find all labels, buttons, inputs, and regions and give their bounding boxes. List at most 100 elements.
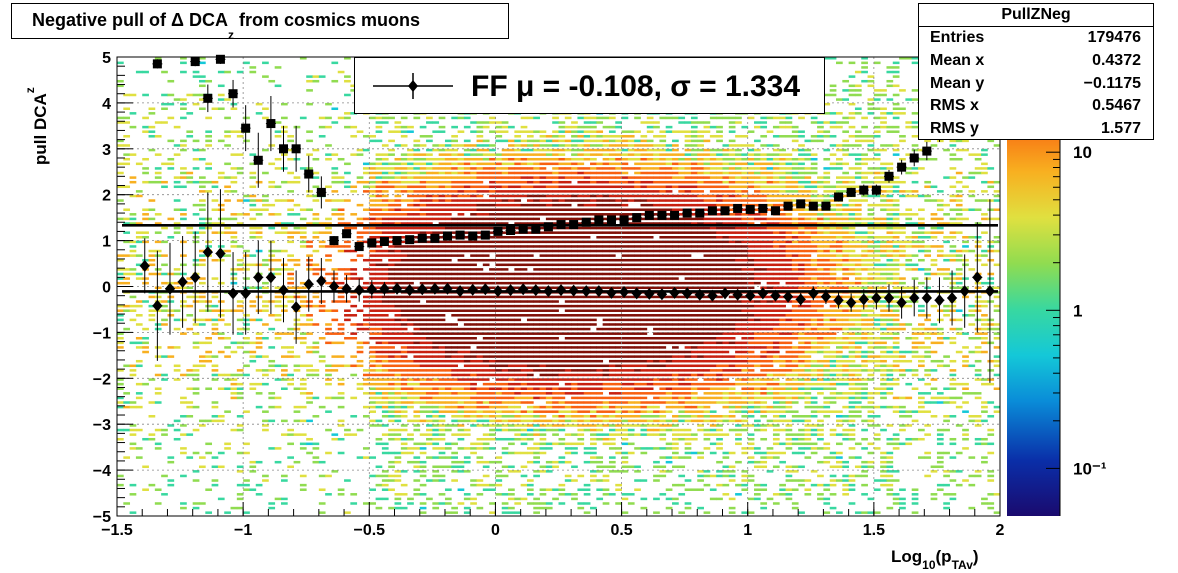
heatmap-cell (501, 295, 509, 299)
heatmap-cell (463, 506, 471, 510)
heatmap-cell (438, 268, 446, 271)
heatmap-cell (653, 327, 660, 331)
heatmap-cell (495, 162, 503, 166)
heatmap-cell (495, 121, 503, 124)
heatmap-cell (526, 493, 534, 496)
heatmap-cell (413, 470, 421, 473)
heatmap-cell (306, 346, 313, 349)
heatmap-cell (533, 470, 540, 473)
heatmap-cell (659, 447, 667, 450)
heatmap-cell (577, 369, 585, 372)
heatmap-cell (520, 437, 528, 441)
heatmap-cell (161, 355, 168, 358)
heatmap-cell (117, 346, 124, 349)
heatmap-cell (154, 176, 162, 179)
heatmap-cell (463, 332, 471, 335)
heatmap-cell (331, 61, 339, 65)
heatmap-cell (590, 240, 597, 244)
heatmap-cell (583, 323, 591, 326)
heatmap-cell (653, 167, 660, 170)
heatmap-cell (596, 460, 604, 464)
heatmap-cell (608, 346, 616, 349)
heatmap-cell (148, 309, 156, 312)
heatmap-cell (211, 318, 219, 322)
heatmap-cell (489, 116, 496, 120)
heatmap-cell (407, 396, 414, 400)
heatmap-cell (659, 456, 667, 459)
heatmap-cell (167, 157, 175, 161)
heatmap-cell (255, 309, 263, 312)
heatmap-cell (552, 336, 559, 340)
heatmap-cell (520, 474, 528, 478)
heatmap-cell (117, 405, 124, 409)
heatmap-cell (646, 171, 654, 175)
heatmap-cell (552, 415, 559, 418)
heatmap-cell (489, 309, 496, 312)
heatmap-cell (615, 405, 622, 409)
heatmap-cell (634, 222, 641, 225)
heatmap-cell (407, 318, 414, 322)
heatmap-cell (571, 314, 578, 317)
heatmap-cell (299, 378, 307, 381)
heatmap-cell (375, 336, 383, 340)
heatmap-cell (564, 419, 572, 423)
heatmap-cell (444, 240, 452, 244)
heatmap-cell (438, 272, 446, 276)
heatmap-cell (444, 295, 452, 299)
heatmap-cell (350, 502, 358, 505)
heatmap-cell (602, 226, 610, 230)
heatmap-cell (230, 176, 238, 179)
heatmap-cell (388, 148, 395, 152)
heatmap-cell (211, 364, 219, 368)
heatmap-cell (287, 378, 294, 381)
heatmap-cell (558, 190, 566, 193)
heatmap-cell (274, 497, 282, 501)
heatmap-cell (426, 277, 433, 280)
heatmap-cell (148, 208, 156, 211)
heatmap-cell (318, 474, 326, 478)
heatmap-cell (381, 451, 389, 455)
heatmap-cell (463, 497, 471, 501)
heatmap-cell (596, 424, 604, 427)
heatmap-cell (318, 460, 326, 464)
heatmap-cell (596, 213, 604, 216)
heatmap-cell (451, 208, 458, 211)
heatmap-cell (476, 125, 484, 129)
heatmap-cell (482, 424, 490, 427)
heatmap-cell (608, 428, 616, 432)
heatmap-cell (224, 373, 231, 377)
heatmap-cell (180, 107, 187, 111)
heatmap-cell (457, 350, 465, 354)
heatmap-cell (520, 153, 528, 156)
heatmap-cell (482, 396, 490, 400)
heatmap-cell (482, 465, 490, 469)
heatmap-cell (142, 277, 149, 280)
heatmap-cell (117, 281, 124, 285)
heatmap-cell (180, 506, 187, 510)
heatmap-cell (489, 336, 496, 340)
heatmap-cell (571, 199, 578, 202)
heatmap-cell (564, 171, 572, 175)
heatmap-cell (659, 336, 667, 340)
heatmap-cell (508, 281, 515, 285)
heatmap-cell (533, 263, 540, 267)
heatmap-cell (564, 314, 572, 317)
heatmap-cell (590, 121, 597, 124)
heatmap-cell (520, 144, 528, 147)
heatmap-cell (186, 130, 194, 133)
heatmap-cell (394, 373, 402, 377)
heatmap-cell (444, 208, 452, 211)
heatmap-cell (552, 153, 559, 156)
heatmap-cell (167, 79, 175, 83)
heatmap-cell (476, 346, 484, 349)
heatmap-cell (539, 442, 547, 446)
heatmap-cell (451, 135, 458, 138)
heatmap-cell (577, 125, 585, 129)
heatmap-cell (640, 258, 648, 262)
heatmap-cell (526, 240, 534, 244)
heatmap-cell (325, 493, 332, 496)
heatmap-cell (381, 203, 389, 207)
heatmap-cell (457, 424, 465, 427)
heatmap-cell (432, 277, 440, 280)
heatmap-cell (413, 295, 421, 299)
